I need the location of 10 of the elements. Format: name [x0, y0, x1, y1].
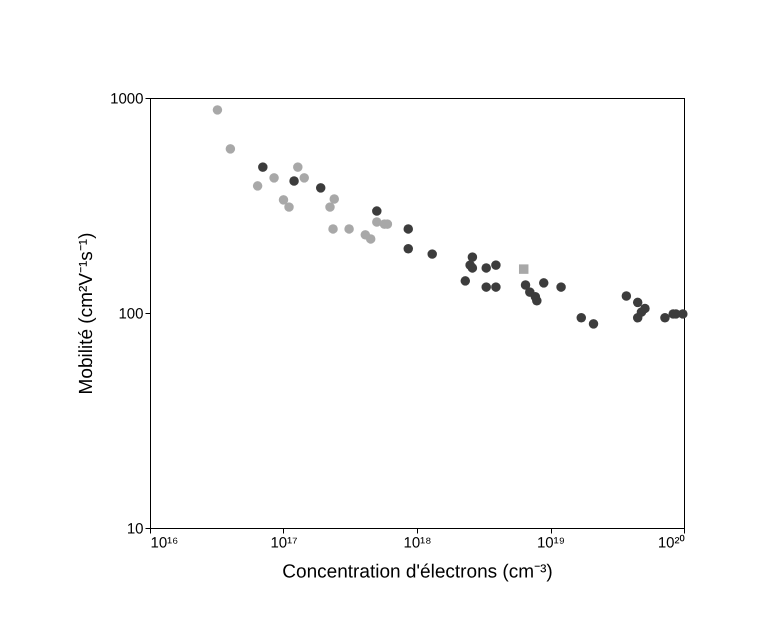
x-tick-label: 10¹⁶	[150, 534, 178, 552]
x-tick-label: 10¹⁹	[536, 534, 566, 552]
y-tick-label: 1000	[110, 90, 144, 108]
y-axis-title: Mobilité (cm²V⁻¹s⁻¹)	[76, 232, 98, 394]
x-tick-label: 10¹⁸	[403, 534, 432, 552]
y-tick-label: 10	[126, 520, 144, 538]
x-axis-title: Concentration d'électrons (cm⁻³)	[282, 562, 553, 582]
x-tick-label: 10¹⁷	[270, 534, 298, 552]
y-tick-label: 100	[118, 306, 144, 322]
x-tick-label: 10²⁰	[658, 534, 684, 552]
